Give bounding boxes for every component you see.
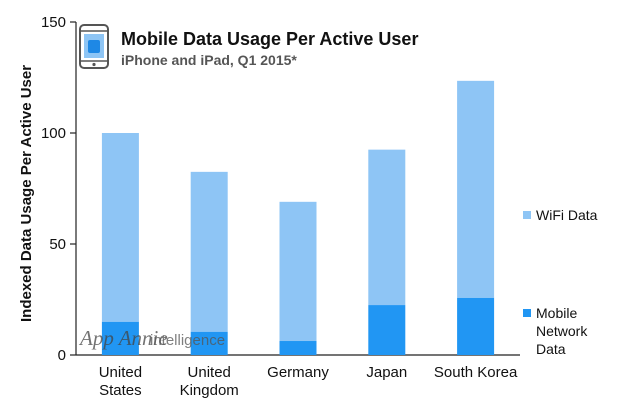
x-category-label-line: States	[99, 382, 142, 399]
bar-wifi	[457, 80, 495, 298]
y-tick-label: 0	[58, 347, 66, 364]
legend-swatch-mobile	[523, 309, 531, 317]
y-tick-label: 100	[41, 125, 66, 142]
bars	[101, 80, 495, 355]
watermark: App Annie intelligence	[78, 326, 225, 350]
bar-mobile-network	[190, 331, 228, 355]
legend-label-mobile-line: Data	[536, 341, 566, 357]
legend-swatch-wifi	[523, 211, 531, 219]
chart-title: Mobile Data Usage Per Active User	[121, 29, 418, 49]
x-category-label: United States	[99, 364, 142, 399]
bar-wifi	[368, 149, 406, 306]
legend-label-mobile: Mobile Network Data	[536, 305, 588, 357]
tablet-icon	[79, 24, 109, 69]
legend: WiFi Data Mobile Network Data	[523, 207, 598, 357]
bar-mobile-network	[368, 305, 406, 355]
bar-mobile-network	[279, 341, 317, 355]
y-ticks: 0 50 100 150	[41, 14, 76, 364]
x-category-label: Japan	[366, 364, 407, 381]
x-category-label-line: South Korea	[434, 364, 518, 381]
watermark-brand: App Annie	[78, 326, 168, 350]
bar-wifi	[101, 133, 139, 322]
legend-label-mobile-line: Mobile	[536, 305, 577, 321]
y-tick-label: 150	[41, 14, 66, 31]
x-category-label-line: United	[188, 364, 231, 381]
watermark-product: intelligence	[150, 332, 225, 349]
legend-label-wifi: WiFi Data	[536, 207, 598, 223]
bar-wifi	[190, 171, 228, 332]
x-category-label-line: Japan	[366, 364, 407, 381]
x-category-label-line: Kingdom	[180, 382, 239, 399]
y-tick-label: 50	[49, 236, 66, 253]
bar-wifi	[279, 201, 317, 342]
bar-mobile-network	[101, 321, 139, 355]
x-category-label-line: Germany	[267, 364, 329, 381]
chart-subtitle: iPhone and iPad, Q1 2015*	[121, 52, 297, 68]
x-category-label: Germany	[267, 364, 329, 381]
x-category-label-line: United	[99, 364, 142, 381]
bar-mobile-network	[457, 297, 495, 355]
x-category-label: United Kingdom	[180, 364, 239, 399]
legend-label-mobile-line: Network	[536, 323, 588, 339]
x-category-label: South Korea	[434, 364, 518, 381]
y-axis-label: Indexed Data Usage Per Active User	[18, 65, 35, 322]
